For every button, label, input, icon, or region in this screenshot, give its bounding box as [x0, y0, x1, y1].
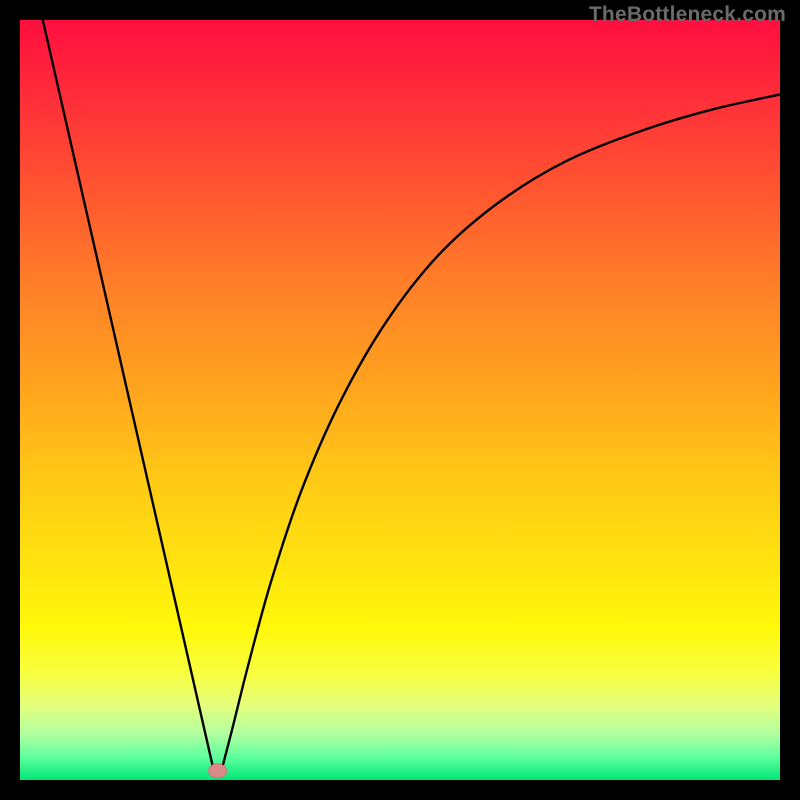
bottleneck-curve [20, 20, 780, 780]
chart-frame: TheBottleneck.com [0, 0, 800, 800]
curve-right-branch [221, 94, 780, 770]
watermark-label: TheBottleneck.com [589, 3, 786, 27]
curve-left-branch [43, 20, 214, 771]
plot-area [20, 20, 780, 780]
optimal-point-marker [209, 764, 227, 778]
